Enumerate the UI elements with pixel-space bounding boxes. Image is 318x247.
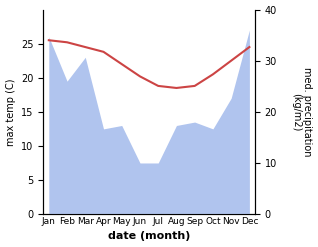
X-axis label: date (month): date (month) bbox=[108, 231, 190, 242]
Y-axis label: med. precipitation
(kg/m2): med. precipitation (kg/m2) bbox=[291, 67, 313, 157]
Y-axis label: max temp (C): max temp (C) bbox=[5, 78, 16, 145]
